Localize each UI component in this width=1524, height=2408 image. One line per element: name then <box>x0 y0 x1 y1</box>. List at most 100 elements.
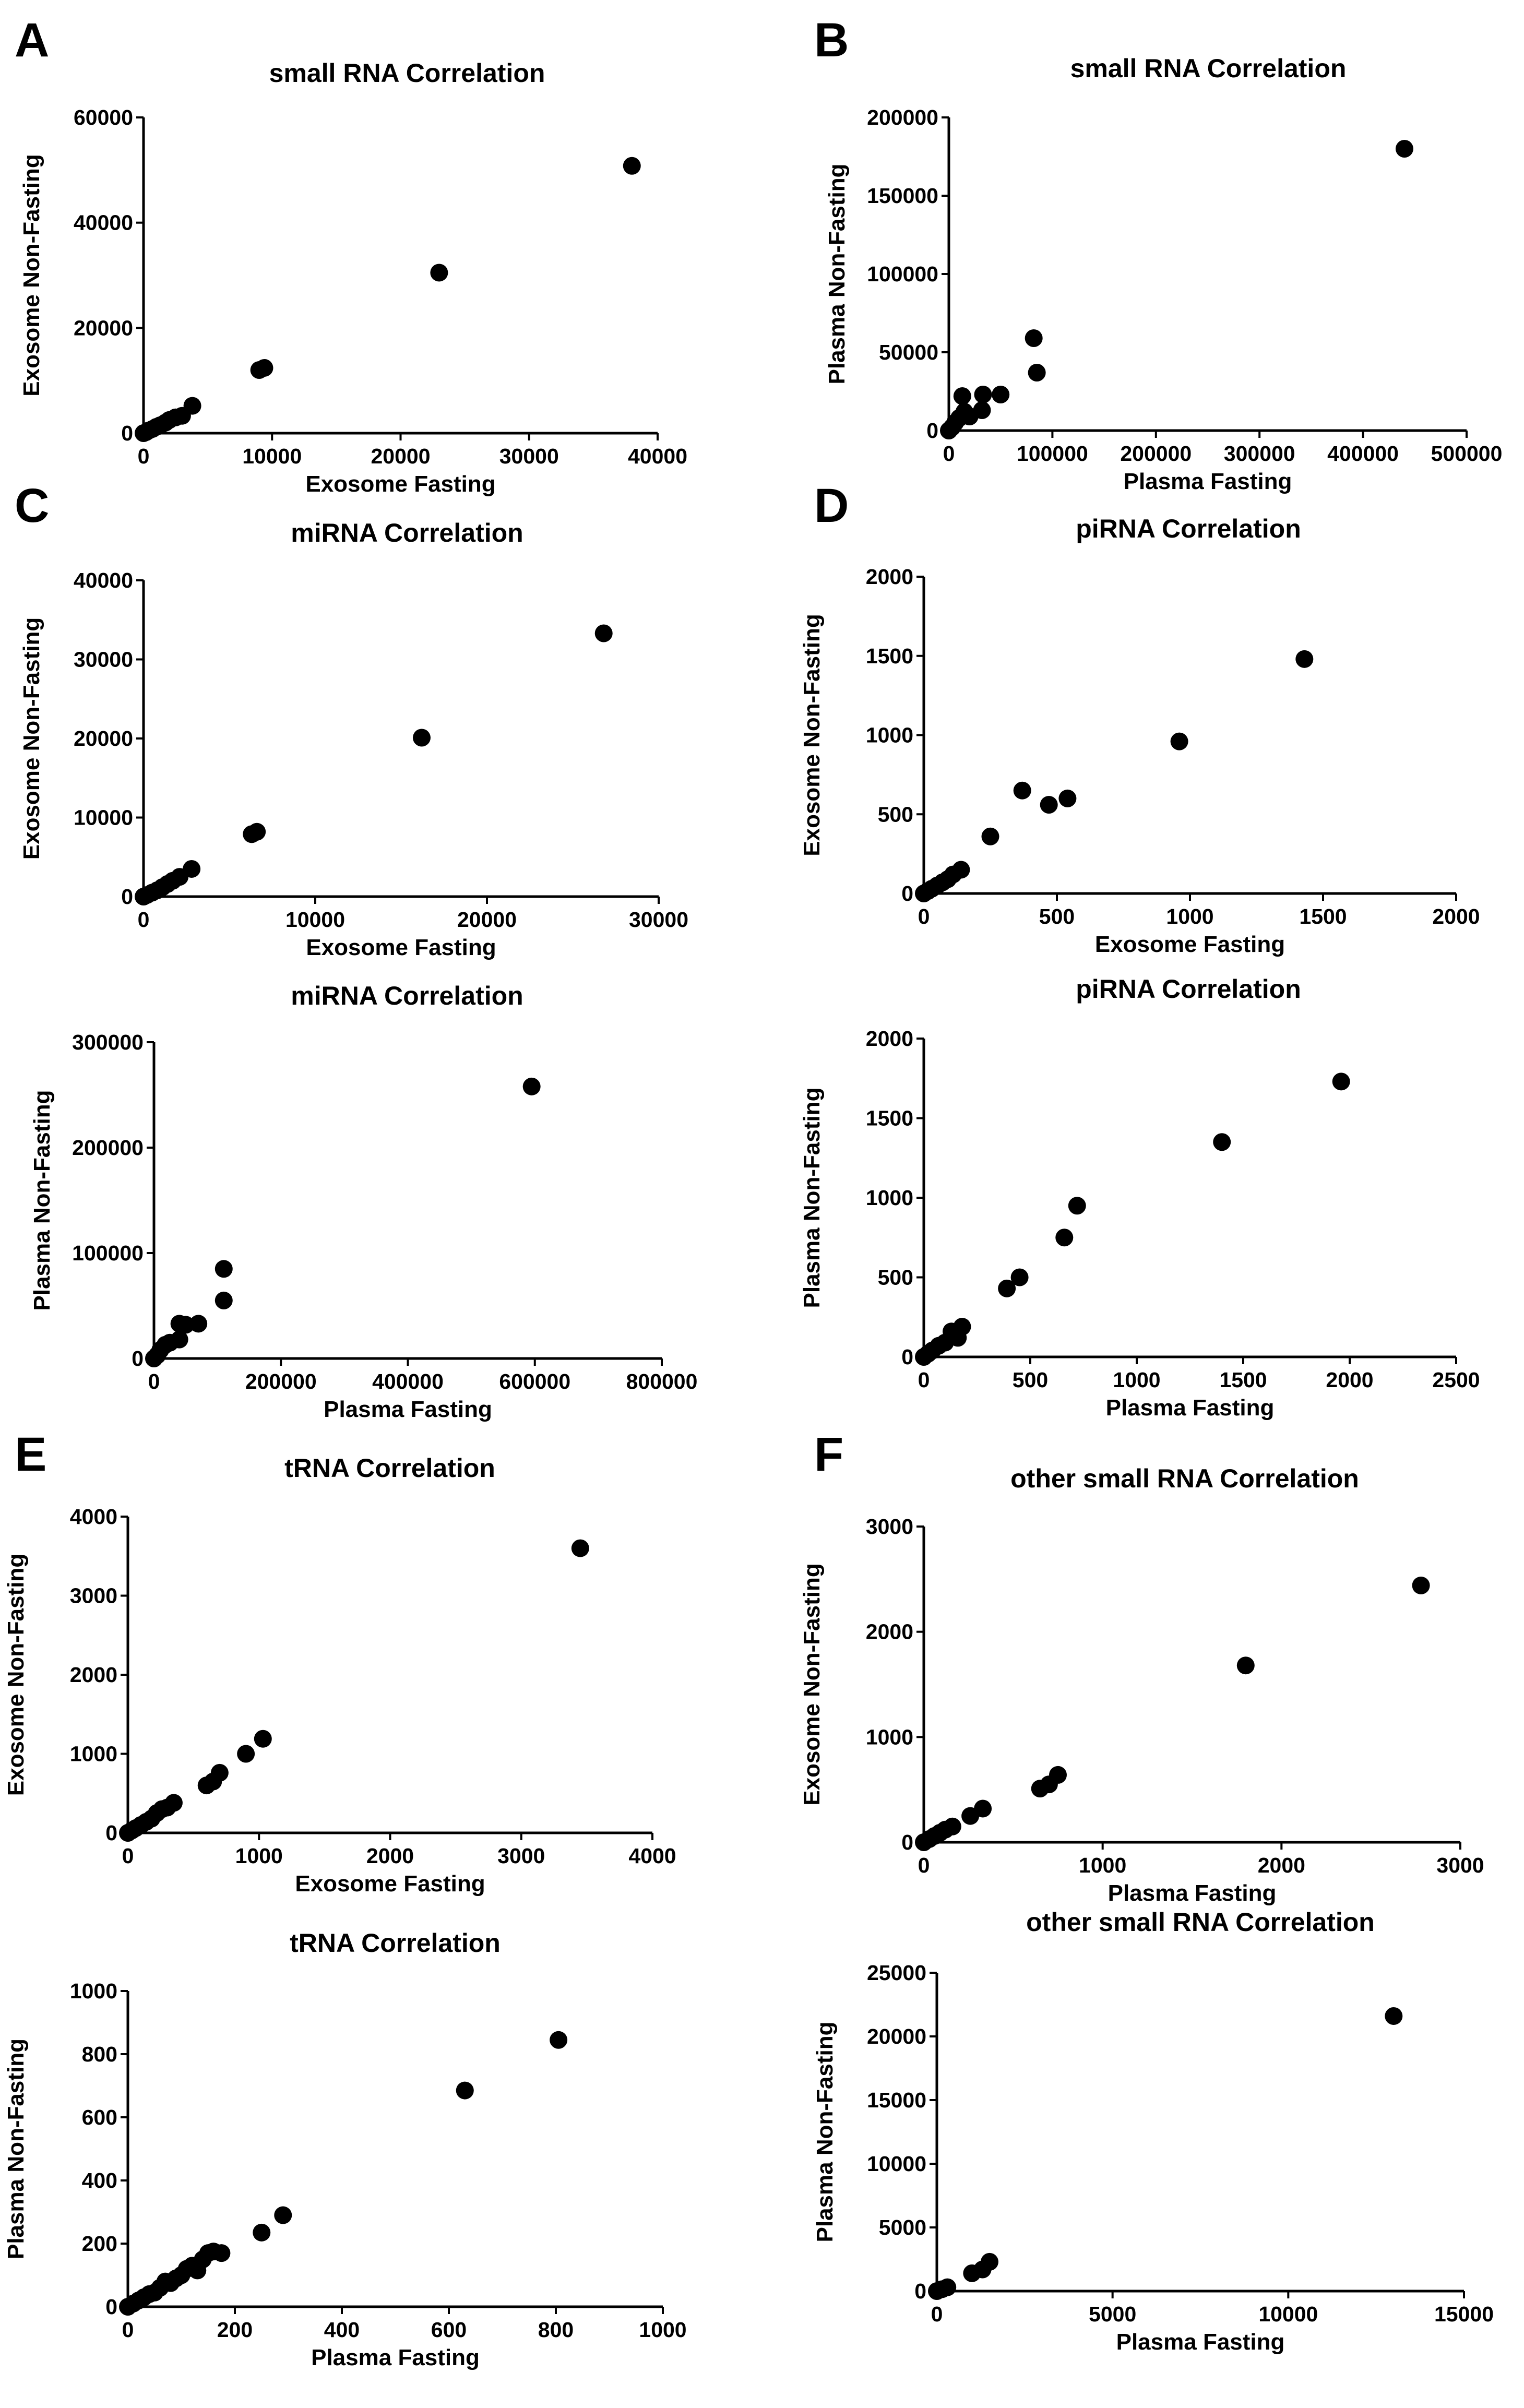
chart-title: other small RNA Correlation <box>1010 1464 1359 1493</box>
data-point <box>210 1763 229 1782</box>
y-tick-label: 100000 <box>72 1241 144 1265</box>
y-tick-label: 60000 <box>74 105 133 129</box>
x-tick-label: 0 <box>943 442 955 466</box>
y-tick-label: 0 <box>105 2295 117 2319</box>
x-tick-label: 0 <box>122 2318 134 2342</box>
data-point <box>255 359 273 377</box>
data-point <box>1013 781 1031 800</box>
data-point <box>1049 1766 1067 1784</box>
x-tick-label: 0 <box>918 1368 930 1392</box>
x-tick-label: 200000 <box>1120 442 1192 466</box>
x-tick-label: 1000 <box>1113 1368 1160 1392</box>
y-tick-label: 600 <box>82 2105 117 2129</box>
y-axis-label: Exosome Non-Fasting <box>3 1554 29 1796</box>
x-axis-label: Plasma Fasting <box>1116 2329 1285 2355</box>
y-tick-label: 1500 <box>866 1106 913 1130</box>
x-axis-label: Exosome Fasting <box>306 935 496 960</box>
x-axis-label: Exosome Fasting <box>295 1871 485 1897</box>
data-point <box>254 1730 272 1748</box>
x-axis-label: Plasma Fasting <box>1108 1880 1277 1906</box>
data-point <box>1295 650 1314 668</box>
data-point <box>981 827 999 845</box>
y-tick-label: 15000 <box>867 2088 926 2112</box>
data-point <box>183 397 201 415</box>
y-tick-label: 0 <box>926 419 938 443</box>
data-point <box>212 2244 231 2262</box>
data-point <box>623 157 641 175</box>
x-tick-label: 5000 <box>1089 2302 1136 2326</box>
x-tick-label: 600 <box>431 2318 467 2342</box>
y-tick-label: 30000 <box>74 648 133 672</box>
panel-label-c: C <box>15 479 49 532</box>
y-tick-label: 50000 <box>879 340 938 364</box>
y-tick-label: 200000 <box>72 1136 144 1160</box>
y-tick-label: 1000 <box>866 723 913 747</box>
data-point <box>522 1077 541 1095</box>
x-tick-label: 2000 <box>1258 1853 1305 1877</box>
data-point <box>1028 364 1046 382</box>
x-tick-label: 400 <box>324 2318 360 2342</box>
x-tick-label: 1000 <box>639 2318 686 2342</box>
chart-e2: tRNA Correlation 0 200 400 600 800 1000 0 200 400… <box>3 1928 687 2370</box>
y-axis-label: Plasma Non-Fasting <box>824 164 850 385</box>
x-tick-label: 3000 <box>1436 1853 1484 1877</box>
x-tick-label: 3000 <box>497 1844 545 1868</box>
panel-label-d: D <box>814 479 849 532</box>
y-tick-label: 20000 <box>74 726 133 750</box>
y-axis-label: Plasma Non-Fasting <box>3 2039 29 2259</box>
data-point <box>1010 1268 1029 1286</box>
chart-e1: tRNA Correlation 0 1000 2000 3000 4000 0 1000 20… <box>3 1453 676 1897</box>
y-tick-label: 2000 <box>866 1620 913 1644</box>
x-axis-label: Plasma Fasting <box>324 1397 492 1422</box>
x-tick-label: 20000 <box>371 444 430 468</box>
panel-label-f: F <box>814 1428 843 1481</box>
x-tick-label: 0 <box>138 908 150 932</box>
y-tick-label: 40000 <box>74 211 133 235</box>
data-point <box>550 2031 568 2049</box>
y-tick-label: 100000 <box>867 262 938 286</box>
x-axis-label: Exosome Fasting <box>305 471 495 497</box>
chart-title: miRNA Correlation <box>291 981 523 1010</box>
x-tick-label: 600000 <box>499 1369 570 1393</box>
y-tick-label: 300000 <box>72 1030 144 1054</box>
data-point <box>456 2081 474 2100</box>
chart-title: miRNA Correlation <box>291 518 523 547</box>
data-point <box>973 401 991 419</box>
chart-a: small RNA Correlation 0 10000 20000 30000 400… <box>19 58 687 497</box>
data-point <box>952 861 970 879</box>
y-tick-label: 3000 <box>866 1515 913 1539</box>
x-tick-label: 1000 <box>235 1844 283 1868</box>
x-tick-label: 4000 <box>628 1844 676 1868</box>
data-point <box>953 1318 971 1336</box>
data-point <box>1068 1197 1086 1215</box>
y-axis-label: Plasma Non-Fasting <box>812 2022 838 2243</box>
data-point <box>1236 1656 1255 1675</box>
y-tick-label: 500 <box>878 802 913 826</box>
y-axis-label: Plasma Non-Fasting <box>29 1090 55 1311</box>
data-point <box>176 1316 195 1334</box>
data-point <box>412 729 431 747</box>
x-tick-label: 100000 <box>1017 442 1088 466</box>
x-tick-label: 30000 <box>499 444 559 468</box>
chart-c1: miRNA Correlation 0 10000 20000 30000 0 10000 2… <box>19 518 688 960</box>
x-axis-label: Exosome Fasting <box>1095 932 1285 957</box>
x-tick-label: 40000 <box>628 444 687 468</box>
x-tick-label: 1000 <box>1166 904 1213 928</box>
chart-c2: miRNA Correlation 0 200000 400000 600000 8000… <box>29 981 697 1422</box>
chart-title: piRNA Correlation <box>1076 974 1301 1004</box>
chart-title: other small RNA Correlation <box>1026 1908 1375 1937</box>
data-point <box>981 2252 998 2271</box>
y-tick-label: 0 <box>901 881 913 905</box>
y-tick-label: 1000 <box>866 1725 913 1749</box>
data-point <box>183 860 201 878</box>
y-tick-label: 1500 <box>866 644 913 668</box>
x-tick-label: 500 <box>1039 904 1075 928</box>
x-axis-label: Plasma Fasting <box>1124 469 1292 494</box>
data-point <box>594 624 613 642</box>
chart-title: tRNA Correlation <box>284 1453 495 1483</box>
y-axis-label: Exosome Non-Fasting <box>799 1563 825 1806</box>
data-point <box>1040 796 1058 814</box>
y-tick-label: 10000 <box>74 806 133 830</box>
x-axis-label: Plasma Fasting <box>1106 1395 1275 1421</box>
